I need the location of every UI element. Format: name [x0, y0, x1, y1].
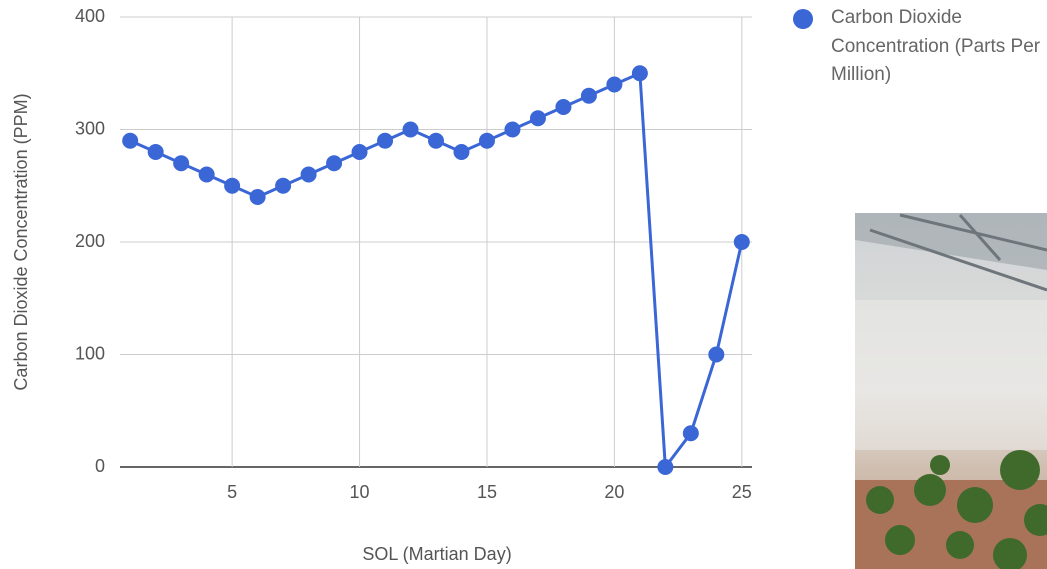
- data-point: [734, 234, 750, 250]
- legend-marker: [793, 9, 813, 29]
- data-point: [581, 88, 597, 104]
- data-point: [708, 347, 724, 363]
- data-point: [504, 122, 520, 138]
- data-point: [352, 144, 368, 160]
- data-point: [275, 178, 291, 194]
- data-point: [683, 425, 699, 441]
- data-point: [224, 178, 240, 194]
- y-tick-label: 0: [95, 456, 105, 476]
- legend-label: Carbon Dioxide Concentration (Parts Per …: [831, 4, 1047, 90]
- series-line: [130, 73, 742, 467]
- y-tick-label: 400: [75, 6, 105, 26]
- data-point: [148, 144, 164, 160]
- y-tick-label: 300: [75, 118, 105, 138]
- y-axis-title: Carbon Dioxide Concentration (PPM): [11, 93, 31, 390]
- data-point: [122, 133, 138, 149]
- data-point: [403, 122, 419, 138]
- x-tick-label: 20: [604, 482, 624, 502]
- data-point: [173, 155, 189, 171]
- data-point: [428, 133, 444, 149]
- data-point: [657, 459, 673, 475]
- data-point: [479, 133, 495, 149]
- x-axis-title: SOL (Martian Day): [362, 544, 511, 564]
- data-point: [301, 167, 317, 183]
- x-tick-label: 15: [477, 482, 497, 502]
- y-tick-label: 100: [75, 343, 105, 363]
- data-point: [606, 77, 622, 93]
- data-point: [555, 99, 571, 115]
- data-point: [632, 65, 648, 81]
- data-point: [453, 144, 469, 160]
- data-point: [530, 110, 546, 126]
- data-point: [377, 133, 393, 149]
- x-tick-label: 25: [732, 482, 752, 502]
- page: SOL (Martian Day) Carbon Dioxide Concent…: [0, 0, 1047, 569]
- x-tick-label: 5: [227, 482, 237, 502]
- photo: [855, 213, 1047, 569]
- data-point: [326, 155, 342, 171]
- x-tick-label: 10: [350, 482, 370, 502]
- data-point: [250, 189, 266, 205]
- data-point: [199, 167, 215, 183]
- y-tick-label: 200: [75, 231, 105, 251]
